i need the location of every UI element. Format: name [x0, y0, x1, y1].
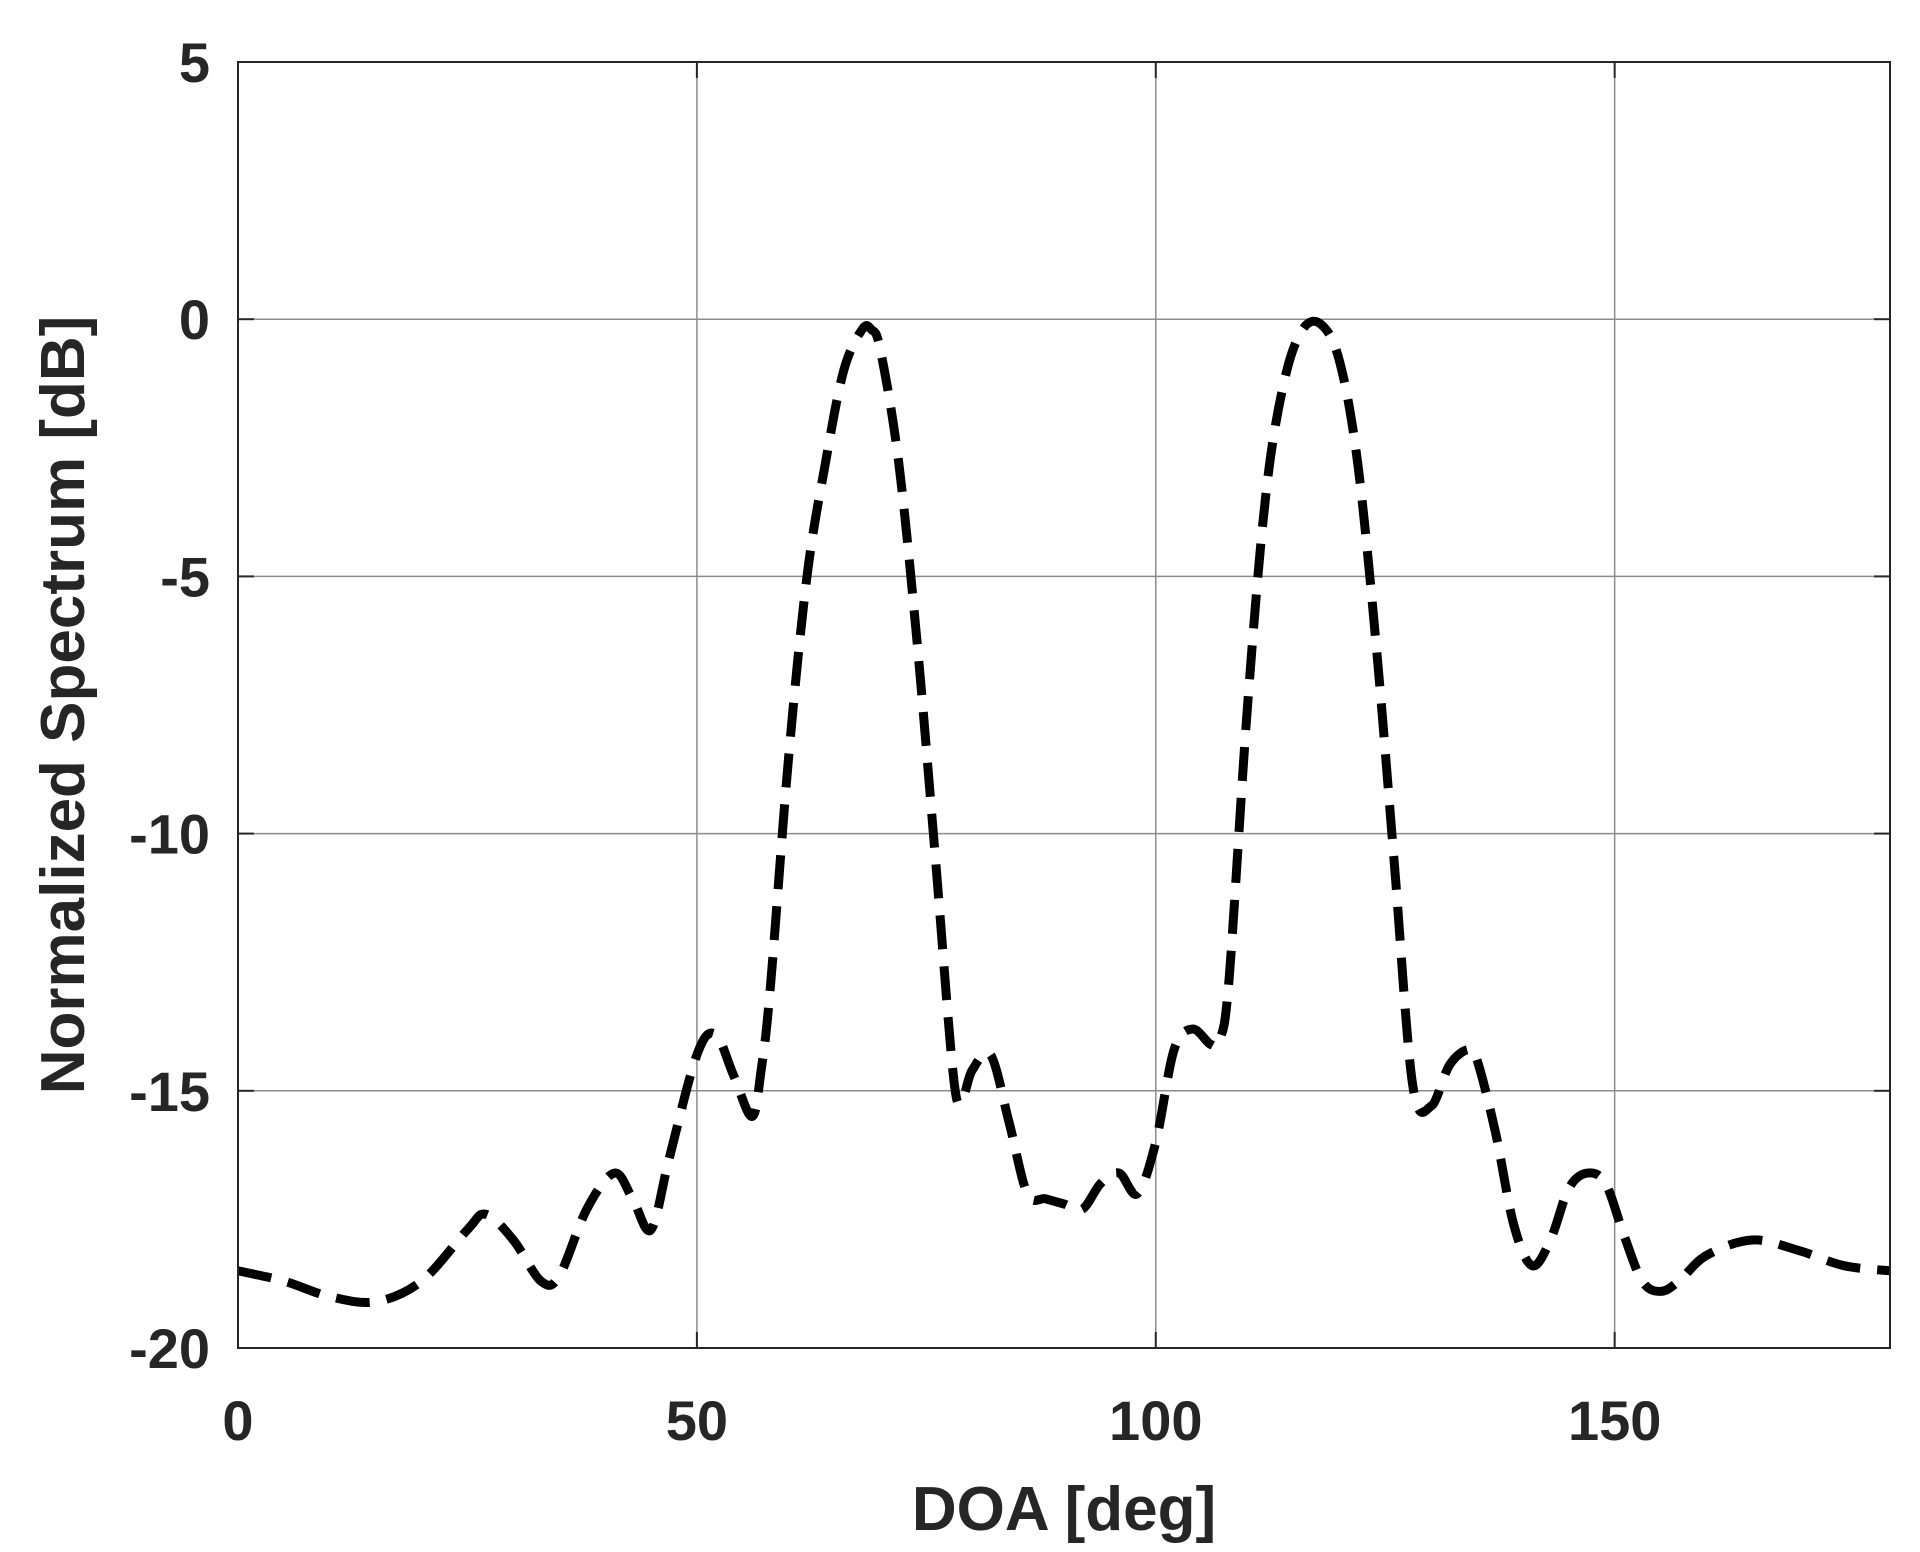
tick-marks [237, 61, 1890, 1349]
x-tick-label: 0 [222, 1389, 253, 1452]
x-tick-label: 150 [1568, 1389, 1661, 1452]
y-tick-label: 5 [179, 31, 210, 94]
x-axis-label: DOA [deg] [912, 1475, 1216, 1544]
y-tick-label: -5 [160, 545, 210, 608]
y-tick-label: -10 [129, 803, 210, 866]
plot-frame [237, 61, 1891, 1349]
y-tick-label: -15 [129, 1060, 210, 1123]
series-layer [236, 316, 1891, 1307]
y-tick-label: 0 [179, 288, 210, 351]
x-tick-label: 50 [666, 1389, 728, 1452]
x-tick-label: 100 [1109, 1389, 1202, 1452]
y-tick-label: -20 [129, 1317, 210, 1380]
grid [238, 62, 1890, 1348]
plot-area [238, 62, 1890, 1348]
series-line [236, 316, 1891, 1307]
y-axis-label: Normalized Spectrum [dB] [29, 316, 98, 1095]
